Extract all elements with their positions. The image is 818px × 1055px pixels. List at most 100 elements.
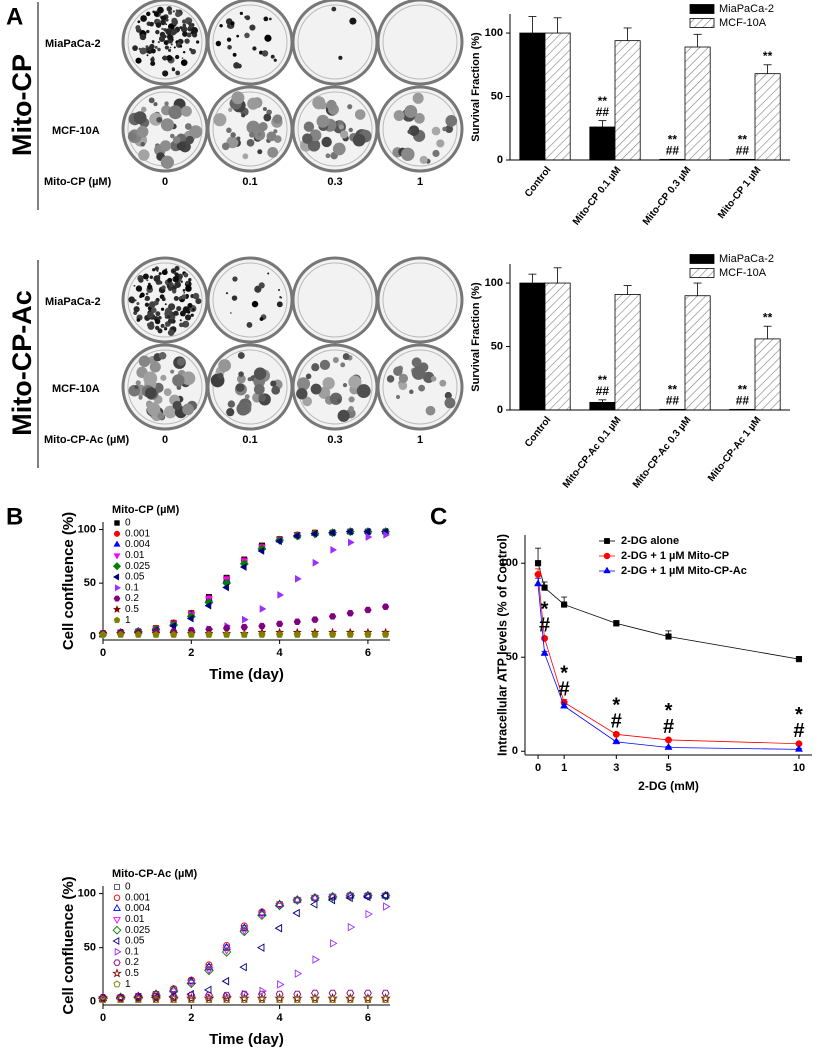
marker — [380, 891, 389, 901]
colony — [192, 308, 195, 311]
marker — [330, 545, 338, 554]
legend-label: 2-DG + 1 µM Mito-CP — [621, 550, 729, 562]
colony — [164, 303, 167, 306]
colony — [146, 402, 161, 416]
marker — [222, 991, 231, 999]
row-label: MCF-10A — [52, 383, 100, 395]
row-group-label: Mito-CP — [7, 54, 37, 156]
colony — [149, 43, 155, 50]
marker — [293, 995, 302, 1003]
marker — [277, 980, 285, 989]
colony — [152, 268, 156, 272]
significance: ** — [598, 373, 608, 387]
marker — [114, 584, 122, 592]
colony — [425, 405, 436, 416]
marker — [293, 895, 302, 903]
colony — [348, 406, 354, 412]
marker — [277, 591, 285, 599]
marker — [292, 532, 300, 540]
x-tick-label: 10 — [793, 762, 805, 774]
colony — [233, 62, 240, 69]
legend-label: MCF-10A — [719, 267, 767, 279]
colony — [316, 114, 330, 128]
y-tick-label: 50 — [506, 651, 518, 663]
marker — [257, 943, 265, 952]
marker — [664, 742, 673, 750]
marker — [240, 923, 249, 931]
colony — [249, 24, 256, 31]
bar — [589, 401, 616, 411]
legend-label: 0.1 — [125, 582, 139, 593]
colony — [342, 353, 350, 360]
dose: 0 — [162, 176, 168, 188]
colony — [407, 129, 412, 135]
marker — [113, 980, 121, 988]
marker — [186, 614, 194, 623]
colony — [154, 266, 160, 271]
colony — [183, 291, 186, 294]
y-tick-label: 0 — [497, 404, 503, 416]
significance: ## — [666, 394, 680, 408]
colony — [398, 381, 408, 390]
marker — [221, 976, 230, 986]
colony — [149, 321, 154, 327]
dose: 0.1 — [242, 434, 257, 446]
marker — [328, 613, 337, 620]
legend-label: 0.001 — [125, 528, 150, 539]
marker — [381, 603, 390, 610]
colony — [166, 6, 173, 12]
colony — [181, 57, 184, 59]
colony — [261, 50, 269, 57]
x-tick-label: Mito-CP-Ac 1 µM — [706, 415, 763, 484]
marker — [364, 606, 372, 614]
marker — [328, 995, 337, 1003]
bar — [614, 294, 641, 411]
colony — [146, 29, 150, 34]
marker — [258, 995, 266, 1003]
x-axis-label: Time (day) — [209, 666, 284, 683]
colony — [332, 357, 339, 364]
y-tick-label: 0 — [90, 631, 96, 643]
colony — [160, 155, 174, 169]
marker — [240, 630, 248, 638]
colony — [180, 313, 183, 316]
colony — [136, 125, 149, 138]
colony — [237, 352, 245, 359]
colony — [182, 403, 194, 416]
colony — [165, 23, 168, 26]
panel-label: A — [6, 3, 23, 30]
error-bar — [693, 33, 702, 48]
marker — [258, 630, 266, 638]
marker — [365, 533, 373, 541]
colony — [276, 301, 283, 308]
marker — [383, 902, 391, 911]
marker — [186, 992, 197, 1003]
marker — [113, 917, 121, 924]
marker — [612, 737, 621, 745]
marker — [345, 890, 356, 901]
colony — [321, 136, 332, 148]
colony — [253, 367, 267, 380]
marker — [274, 900, 285, 911]
colony — [245, 15, 251, 21]
colony — [257, 132, 262, 137]
colony — [444, 391, 452, 400]
colony — [278, 289, 280, 291]
colony — [253, 383, 265, 395]
marker — [99, 630, 107, 638]
legend-label: 0 — [125, 882, 131, 893]
marker — [134, 995, 143, 1003]
colony — [191, 26, 199, 34]
row-label: MiaPaCa-2 — [45, 38, 101, 50]
plate — [206, 256, 294, 344]
colony — [168, 286, 173, 291]
plate-rim — [297, 91, 373, 167]
error-bar — [598, 120, 607, 127]
colony — [258, 282, 265, 289]
colony — [170, 133, 175, 139]
colony — [241, 113, 246, 118]
legend-label: 0 — [125, 518, 131, 529]
colony — [154, 318, 161, 325]
colony — [138, 355, 151, 368]
colony — [172, 400, 182, 411]
